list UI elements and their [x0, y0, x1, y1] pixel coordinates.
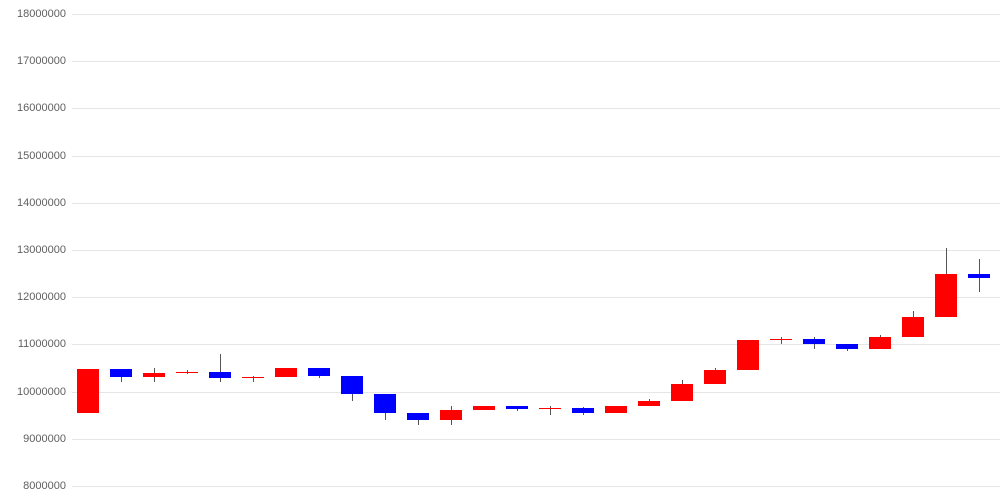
- candle-body: [440, 410, 462, 419]
- gridline: [72, 439, 1000, 440]
- candle-body: [638, 401, 660, 406]
- candlestick-chart: 8000000 9000000 10000000 11000000 12000000 13…: [0, 0, 1000, 500]
- y-tick-label: 8000000: [23, 480, 66, 492]
- candle-body: [737, 340, 759, 371]
- gridline: [72, 486, 1000, 487]
- candle-body: [605, 406, 627, 413]
- y-tick-label: 12000000: [17, 291, 66, 303]
- candle-body: [572, 408, 594, 413]
- gridline: [72, 108, 1000, 109]
- gridline: [72, 392, 1000, 393]
- candle-body: [902, 317, 924, 337]
- candle-body: [209, 372, 231, 379]
- gridline: [72, 203, 1000, 204]
- candle-body: [110, 369, 132, 377]
- candle-body: [176, 372, 198, 373]
- candle-body: [539, 408, 561, 409]
- candle-body: [77, 369, 99, 413]
- candle-body: [803, 339, 825, 345]
- gridline: [72, 61, 1000, 62]
- gridline: [72, 156, 1000, 157]
- gridline: [72, 344, 1000, 345]
- y-tick-label: 15000000: [17, 150, 66, 162]
- y-tick-label: 9000000: [23, 433, 66, 445]
- gridline: [72, 297, 1000, 298]
- y-tick-label: 13000000: [17, 244, 66, 256]
- y-tick-label: 14000000: [17, 197, 66, 209]
- candle-body: [407, 413, 429, 420]
- candle-body: [341, 376, 363, 393]
- candle-body: [374, 394, 396, 413]
- candle-body: [275, 368, 297, 377]
- y-tick-label: 16000000: [17, 102, 66, 114]
- candle-body: [704, 370, 726, 384]
- gridline: [72, 14, 1000, 15]
- candle-body: [671, 384, 693, 401]
- gridline: [72, 250, 1000, 251]
- y-tick-label: 18000000: [17, 8, 66, 20]
- candle-body: [935, 274, 957, 317]
- candle-body: [308, 368, 330, 376]
- y-tick-label: 17000000: [17, 55, 66, 67]
- y-tick-label: 10000000: [17, 386, 66, 398]
- candle-body: [968, 274, 990, 279]
- candle-body: [506, 406, 528, 410]
- candle-body: [869, 337, 891, 349]
- candle-body: [143, 373, 165, 378]
- candle-body: [770, 339, 792, 340]
- candle-body: [242, 377, 264, 378]
- candle-body: [473, 406, 495, 411]
- y-tick-label: 11000000: [18, 338, 66, 350]
- candle-body: [836, 344, 858, 349]
